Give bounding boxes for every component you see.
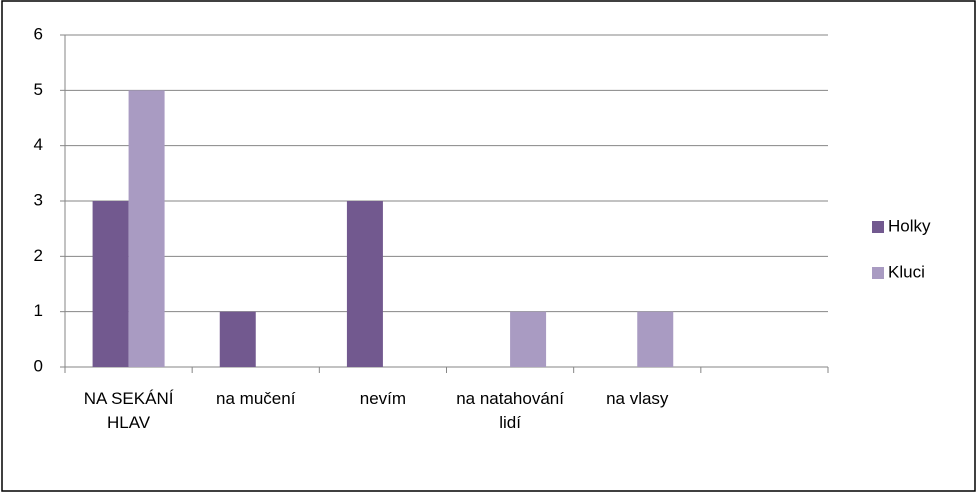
y-tick-label: 0 [34, 356, 43, 375]
bar [510, 311, 547, 367]
bar [637, 311, 674, 367]
y-tick-label: 5 [34, 80, 43, 99]
legend-label: Holky [888, 216, 931, 235]
y-tick-label: 6 [34, 24, 43, 43]
y-tick-label: 2 [34, 246, 43, 265]
x-tick-label: na vlasy [606, 389, 669, 408]
y-tick-label: 4 [34, 135, 43, 154]
x-tick-label: NA SEKÁNÍ HLAV [83, 389, 174, 432]
legend-swatch [872, 221, 884, 233]
x-tick-label: na mučení [216, 389, 296, 408]
legend-swatch [872, 267, 884, 279]
bar [128, 90, 165, 367]
bar [346, 201, 383, 367]
y-tick-label: 3 [34, 190, 43, 209]
bar [92, 201, 129, 367]
x-tick-label: nevím [359, 389, 407, 408]
bar [219, 311, 256, 367]
legend-label: Kluci [888, 262, 925, 281]
y-tick-label: 1 [34, 301, 43, 320]
x-tick-label: na natahování lidí [456, 389, 564, 432]
